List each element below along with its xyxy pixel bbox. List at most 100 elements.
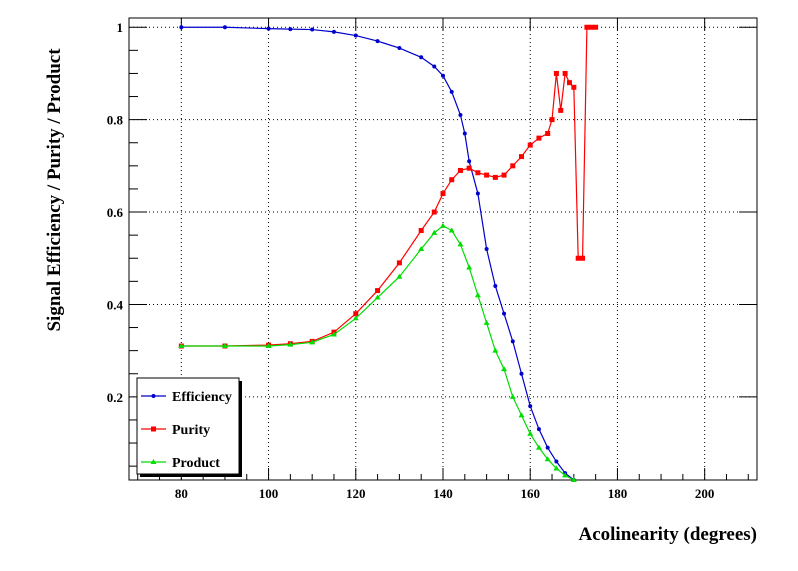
product-point [544,456,551,462]
efficiency-point [266,26,271,31]
y-tick-label: 0.4 [107,297,124,312]
efficiency-point [432,64,437,69]
efficiency-point [222,25,227,30]
y-tick-label: 0.8 [107,113,124,128]
x-tick-label: 100 [259,486,279,501]
purity-point [519,154,524,160]
product-point [527,430,534,436]
product-point [448,227,455,233]
purity-point [549,117,555,123]
product-point [570,477,577,482]
purity-point [375,288,381,294]
product-point [178,343,185,349]
product-point [440,222,446,228]
product-point [221,343,228,349]
purity-point [484,172,490,178]
purity-point [593,24,599,30]
purity-point [580,255,586,261]
series-layer [178,24,599,482]
product-point [553,465,560,471]
purity-point [431,209,437,215]
purity-point [553,70,559,76]
purity-point [396,260,402,266]
product-point [418,246,425,251]
efficiency-point [554,459,559,464]
efficiency-point [462,131,467,136]
efficiency-point [179,25,184,30]
legend: Efficiency Purity Product [136,377,242,477]
efficiency-point [310,27,315,32]
x-axis-title: Acolinearity (degrees) [578,524,757,545]
product-point [501,366,508,372]
product-point [483,319,490,325]
product-point [457,241,464,247]
series-product [178,222,577,482]
product-point [562,472,569,478]
purity-point [588,24,594,30]
purity-point [558,107,564,113]
x-tick-label: 120 [346,486,366,501]
efficiency-point [528,404,533,409]
product-point [309,339,316,345]
purity-point [545,131,551,136]
efficiency-point [458,113,463,118]
legend-label-purity: Purity [172,423,210,438]
efficiency-point [441,73,445,78]
product-point [509,393,516,399]
legend-item-efficiency: Efficiency [141,390,232,405]
product-point [466,264,473,270]
purity-point [466,165,472,171]
purity-point [418,228,424,234]
purity-point [584,24,590,30]
purity-point [575,255,581,261]
purity-point [353,311,359,317]
y-axis-title: Signal Efficiency / Purity / Product [44,48,65,332]
legend-item-product: Product [141,456,220,471]
efficiency-point [510,339,515,344]
legend-box [136,377,240,475]
purity-point [501,172,507,178]
legend-entries: Efficiency Purity Product [141,390,232,471]
efficiency-point [353,33,358,38]
legend-marker-efficiency [151,394,156,398]
product-point [396,273,403,279]
y-tick-label: 1 [117,20,124,35]
purity-point [571,84,577,90]
purity-point [440,191,446,197]
efficiency-point [519,371,524,376]
purity-point [457,167,463,173]
efficiency-point [419,55,424,60]
product-point [431,229,438,235]
efficiency-point [475,191,480,196]
product-point [265,343,272,349]
y-tick-label: 0.2 [107,390,123,405]
product-point [374,294,381,300]
efficiency-point [545,445,550,450]
x-tick-label: 200 [695,486,715,501]
product-point [492,347,499,353]
efficiency-point [536,427,541,432]
product-point [287,341,294,347]
efficiency-line [181,26,575,481]
purity-point [566,80,572,86]
product-point [330,331,337,337]
efficiency-point [449,89,454,94]
legend-item-purity: Purity [141,423,210,438]
purity-point [562,70,568,76]
purity-point [492,174,498,180]
efficiency-point [484,247,489,251]
legend-marker-product [150,459,157,464]
legend-label-efficiency: Efficiency [172,390,232,405]
efficiency-point [375,39,380,44]
efficiency-point [467,159,472,164]
x-tick-label: 160 [520,486,540,501]
purity-point [536,135,542,141]
purity-point [510,163,516,169]
product-point [474,292,481,298]
efficiency-point [331,29,336,34]
legend-label-product: Product [172,456,220,471]
x-tick-label: 80 [175,486,188,501]
product-point [535,444,542,450]
x-tick-label: 180 [608,486,628,501]
